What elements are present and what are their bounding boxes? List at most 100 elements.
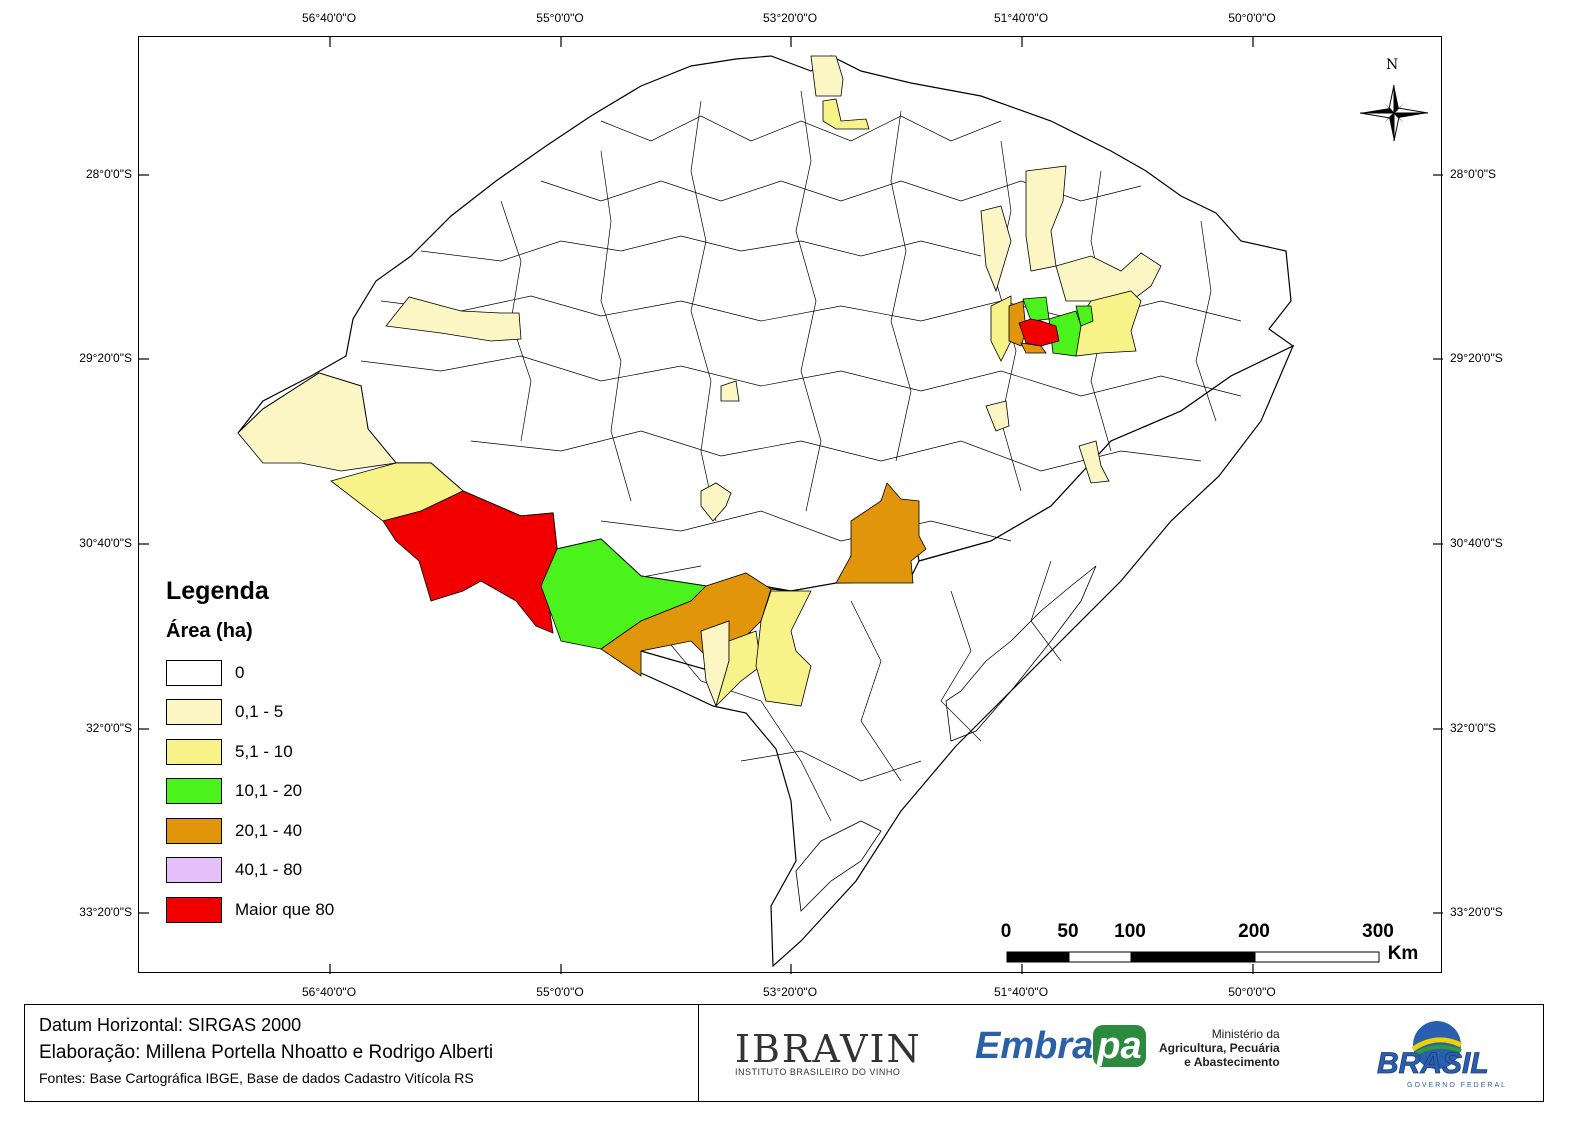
scale-label-200: 200 bbox=[1238, 921, 1270, 942]
coordinate-label-left: 29°20'0"S bbox=[79, 351, 132, 365]
region-5-1-10-east-a bbox=[990, 295, 1012, 362]
region-20-1-40-central bbox=[835, 482, 927, 584]
legend-label: 40,1 - 80 bbox=[235, 860, 303, 880]
region-0-1-5-northeast-a bbox=[1025, 165, 1067, 272]
scale-label-300: 300 bbox=[1362, 921, 1394, 942]
coordinate-label-left: 28°0'0"S bbox=[85, 167, 132, 181]
legend-row: 5,1 - 10 bbox=[166, 732, 334, 772]
region-0-1-5-north-a bbox=[810, 55, 844, 97]
scale-label-100: 100 bbox=[1114, 921, 1146, 942]
region-0-1-5-northeast-c bbox=[1055, 252, 1162, 302]
legend-row: Maior que 80 bbox=[166, 890, 334, 930]
north-label: N bbox=[1386, 57, 1399, 73]
footer: Datum Horizontal: SIRGAS 2000 Elaboração… bbox=[24, 1004, 1544, 1102]
legend-label: 10,1 - 20 bbox=[235, 781, 303, 801]
region-5-1-10-south-b bbox=[755, 590, 812, 707]
region-20-1-40-east bbox=[1008, 300, 1027, 347]
coordinate-label-left: 32°0'0"S bbox=[85, 721, 132, 735]
map-canvas bbox=[139, 37, 1443, 974]
legend-label: 0 bbox=[235, 662, 245, 682]
scale-bar bbox=[1006, 951, 1380, 963]
legend-subtitle: Área (ha) bbox=[166, 620, 253, 642]
coordinate-label-bottom: 51°40'0"O bbox=[993, 985, 1049, 999]
legend-swatch bbox=[166, 857, 222, 884]
legend-swatch bbox=[166, 659, 222, 686]
north-arrow-icon bbox=[1359, 84, 1429, 142]
legend-swatch bbox=[166, 778, 222, 805]
region-10-1-20-east-b bbox=[1048, 310, 1082, 357]
region-5-1-10-south-a bbox=[715, 630, 762, 707]
footer-credits: Datum Horizontal: SIRGAS 2000 Elaboração… bbox=[25, 1005, 699, 1101]
coordinate-label-top: 51°40'0"O bbox=[993, 11, 1049, 25]
ibravin-wordmark: IBRAVIN bbox=[735, 1027, 922, 1071]
coordinate-label-top: 50°0'0"O bbox=[1228, 11, 1276, 25]
region-0-1-5-east-lower-b bbox=[1078, 440, 1110, 484]
region-0-1-5-central bbox=[700, 482, 732, 522]
scale-unit: Km bbox=[1387, 943, 1419, 964]
map-frame bbox=[138, 36, 1443, 974]
legend-row: 20,1 - 40 bbox=[166, 811, 334, 851]
graticule-ticks bbox=[139, 37, 1443, 974]
legend-swatch bbox=[166, 817, 222, 844]
ministerio-logo: Ministério da Agricultura, Pecuária e Ab… bbox=[1159, 1027, 1280, 1069]
ministerio-line-3: e Abastecimento bbox=[1184, 1055, 1280, 1069]
ministerio-line-2: Agricultura, Pecuária bbox=[1159, 1041, 1280, 1055]
legend-row: 10,1 - 20 bbox=[166, 772, 334, 812]
brasil-wordmark: BRASIL bbox=[1377, 1047, 1489, 1080]
lagoon-outlines bbox=[795, 565, 1097, 912]
coordinate-label-right: 30°40'0"S bbox=[1450, 536, 1503, 550]
coordinate-label-right: 29°20'0"S bbox=[1450, 351, 1503, 365]
legend-title: Legenda bbox=[166, 577, 269, 605]
brasil-logo: BRASIL GOVERNO FEDERAL bbox=[1363, 1015, 1533, 1100]
coordinate-label-bottom: 55°0'0"O bbox=[536, 985, 584, 999]
scale-label-0: 0 bbox=[1000, 921, 1012, 942]
coordinate-label-top: 55°0'0"O bbox=[536, 11, 584, 25]
sources-text: Fontes: Base Cartográfica IBGE, Base de … bbox=[39, 1070, 474, 1086]
embrapa-logo: Embra pa bbox=[975, 1025, 1146, 1068]
brasil-subtitle: GOVERNO FEDERAL bbox=[1407, 1082, 1507, 1089]
region-10-1-20-east-c bbox=[1075, 305, 1094, 327]
legend-swatch bbox=[166, 699, 222, 726]
region-over-80-east bbox=[1018, 318, 1060, 347]
region-0-1-5-northeast-b bbox=[980, 205, 1012, 293]
coordinate-label-right: 32°0'0"S bbox=[1450, 721, 1497, 735]
legend-classes: 0 0,1 - 5 5,1 - 10 10,1 - 20 20,1 - 40 40,1 -… bbox=[166, 653, 334, 930]
coordinate-label-top: 53°20'0"O bbox=[762, 11, 818, 25]
coordinate-label-bottom: 56°40'0"O bbox=[301, 985, 357, 999]
region-0-1-5-west bbox=[237, 372, 397, 472]
region-5-1-10-north bbox=[822, 98, 870, 130]
region-0-1-5-east-lower-a bbox=[985, 400, 1010, 432]
legend-swatch bbox=[166, 738, 222, 765]
legend-swatch bbox=[166, 896, 222, 923]
legend-label: 0,1 - 5 bbox=[235, 702, 284, 722]
legend-label: 5,1 - 10 bbox=[235, 741, 293, 761]
coordinate-label-right: 33°20'0"S bbox=[1450, 905, 1503, 919]
coordinate-label-left: 33°20'0"S bbox=[79, 905, 132, 919]
ibravin-logo: IBRAVIN INSTITUTO BRASILEIRO DO VINHO bbox=[735, 1027, 922, 1077]
region-0-1-5-center-small bbox=[720, 380, 740, 402]
region-20-1-40-east-b bbox=[1020, 342, 1047, 354]
ministerio-line-1: Ministério da bbox=[1211, 1027, 1280, 1041]
scale-label-50: 50 bbox=[1057, 921, 1079, 942]
ibravin-subtitle: INSTITUTO BRASILEIRO DO VINHO bbox=[735, 1067, 901, 1077]
legend-label: Maior que 80 bbox=[235, 899, 335, 919]
coordinate-label-bottom: 53°20'0"O bbox=[762, 985, 818, 999]
coordinate-label-right: 28°0'0"S bbox=[1450, 167, 1497, 181]
legend-row: 0 bbox=[166, 653, 334, 693]
coordinate-label-left: 30°40'0"S bbox=[79, 536, 132, 550]
datum-text: Datum Horizontal: SIRGAS 2000 bbox=[39, 1015, 302, 1035]
embrapa-wordmark: Embra bbox=[975, 1025, 1094, 1067]
embrapa-wordmark-tail: pa bbox=[1093, 1025, 1146, 1067]
coordinate-label-top: 56°40'0"O bbox=[301, 11, 357, 25]
region-over-80-west bbox=[382, 490, 558, 634]
legend: Legenda Área (ha) 0 0,1 - 5 5,1 - 10 10,1 -… bbox=[166, 577, 334, 930]
legend-row: 0,1 - 5 bbox=[166, 693, 334, 733]
legend-row: 40,1 - 80 bbox=[166, 851, 334, 891]
coordinate-label-bottom: 50°0'0"O bbox=[1228, 985, 1276, 999]
legend-label: 20,1 - 40 bbox=[235, 820, 303, 840]
classified-municipalities bbox=[237, 55, 1162, 708]
brasil-emblem-icon: BRASIL GOVERNO FEDERAL bbox=[1377, 1021, 1507, 1089]
region-0-1-5-northwest bbox=[385, 296, 522, 342]
credits-text: Elaboração: Millena Portella Nhoatto e R… bbox=[39, 1042, 494, 1063]
state-outline-south bbox=[600, 344, 1295, 968]
